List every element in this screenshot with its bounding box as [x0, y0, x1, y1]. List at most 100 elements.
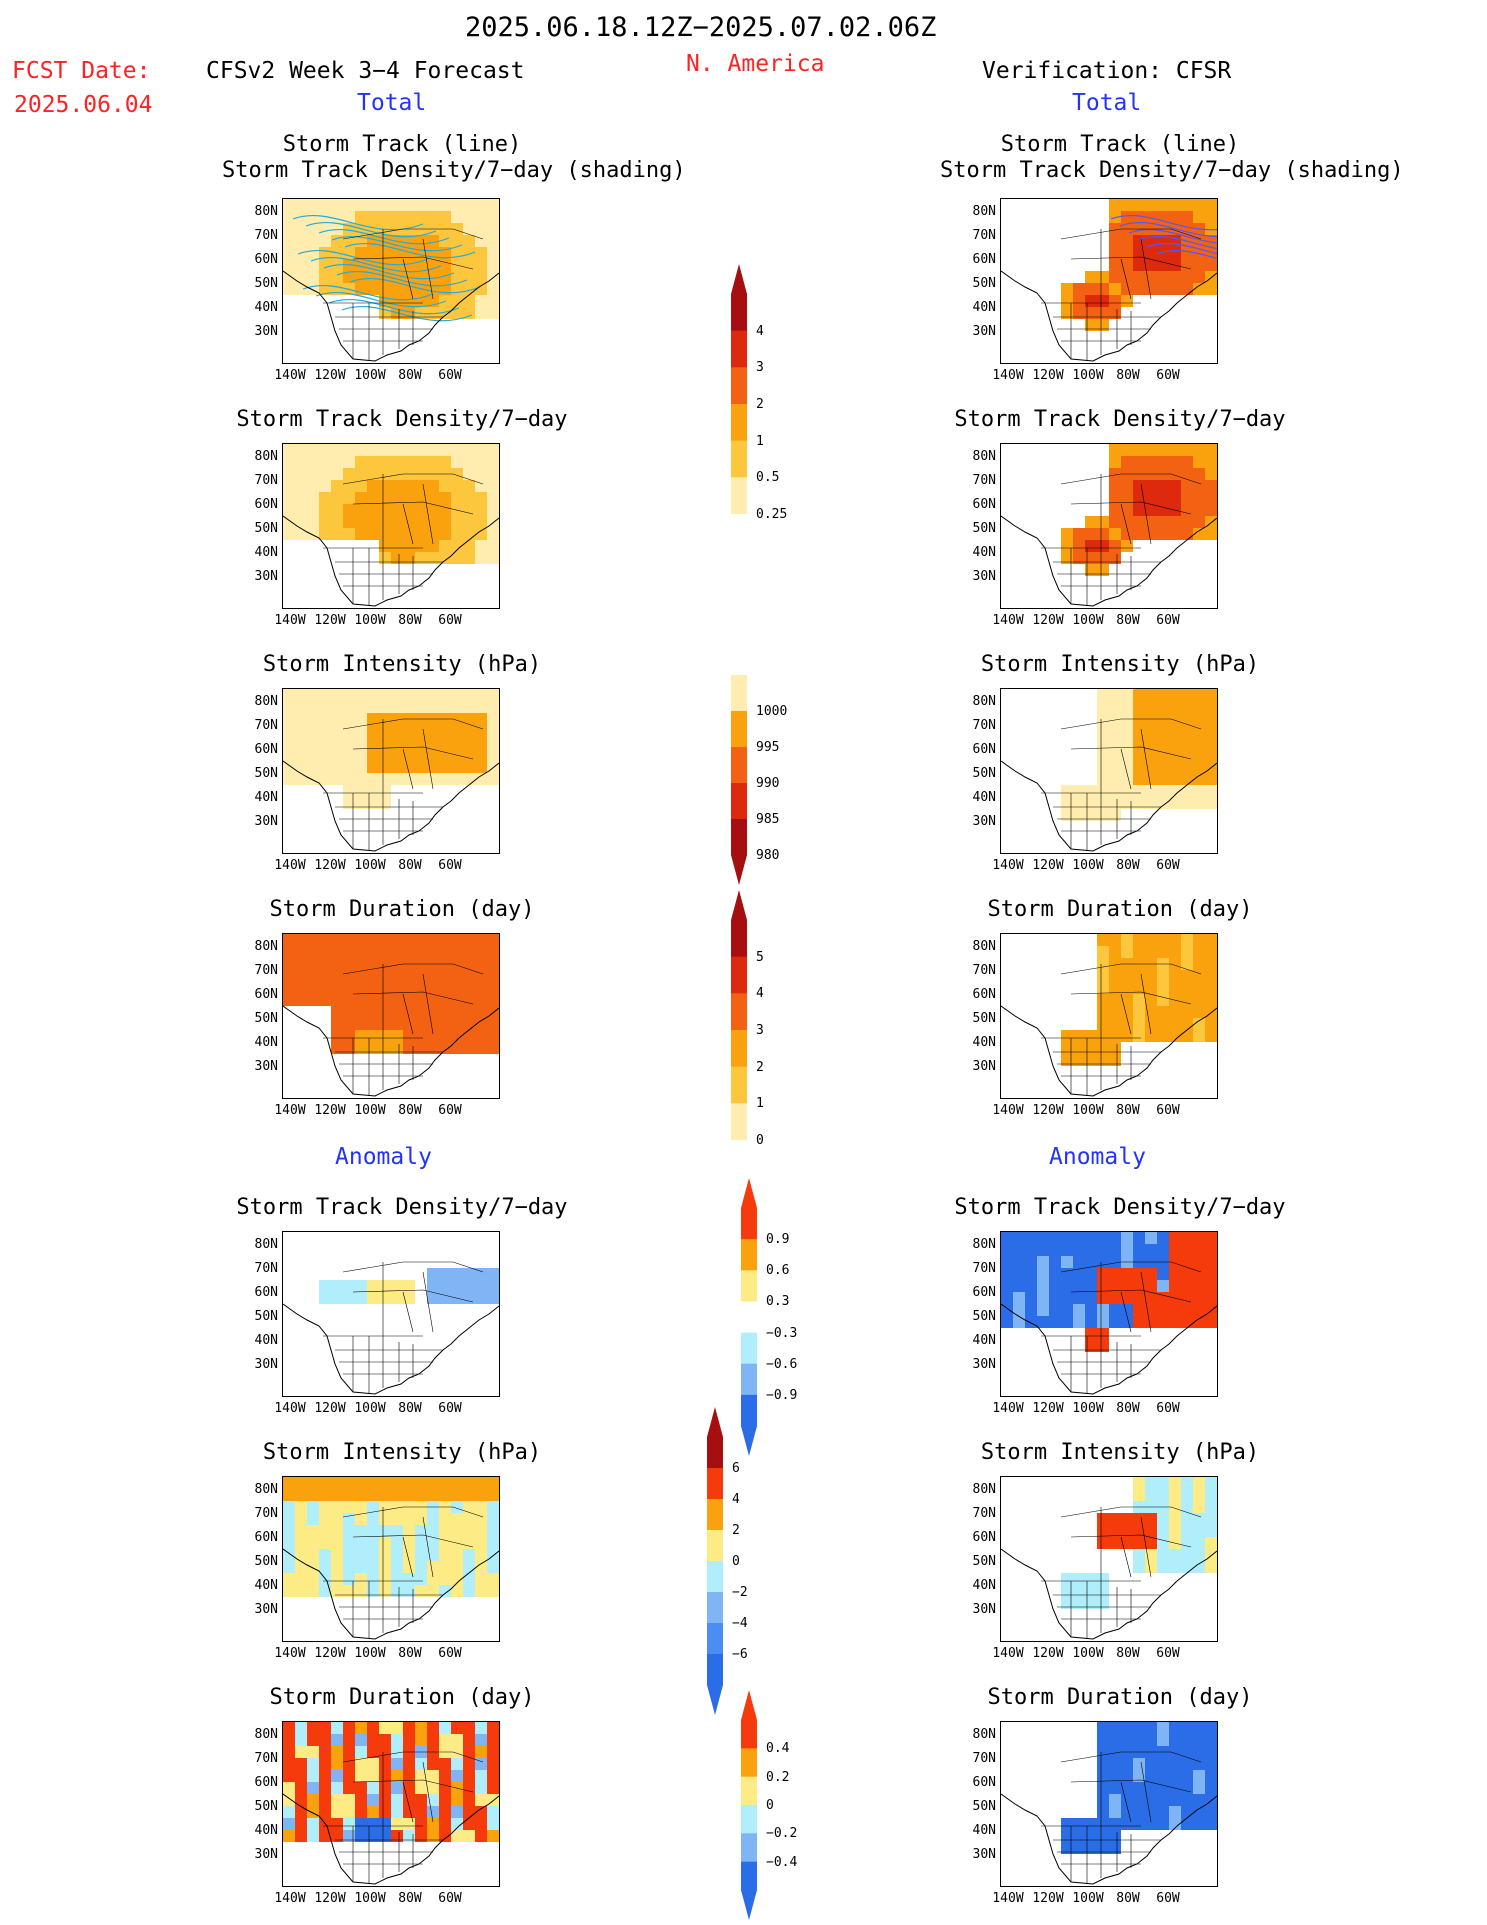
shading-cell [391, 1489, 403, 1501]
shading-cell [1109, 1782, 1121, 1794]
colorbar-segment [731, 1066, 747, 1104]
shading-cell [1085, 1244, 1097, 1256]
colorbar-top-arrow [731, 645, 747, 675]
shading-cell [439, 199, 451, 211]
shading-cell [1097, 1734, 1109, 1746]
shading-cell [463, 982, 475, 994]
colorbar-segment [731, 783, 747, 820]
shading-cell [1205, 1770, 1217, 1782]
shading-cell [379, 761, 391, 773]
lat-tick-label: 30N [254, 1357, 278, 1372]
shading-cell [1133, 1734, 1145, 1746]
lat-tick-label: 40N [972, 300, 996, 315]
shading-cell [1109, 259, 1121, 271]
shading-cell [451, 982, 463, 994]
shading-cell [1097, 1316, 1109, 1328]
shading-cell [283, 713, 295, 725]
shading-cell [439, 994, 451, 1006]
shading-cell [1097, 564, 1109, 576]
panel-title: Storm Duration (day) [987, 1685, 1253, 1710]
shading-cell [1061, 1030, 1073, 1042]
shading-cell [355, 1573, 367, 1585]
shading-cell [1085, 295, 1097, 307]
shading-cell [1145, 1770, 1157, 1782]
shading-cell [403, 199, 415, 211]
shading-cell [1193, 444, 1205, 456]
shading-cell [343, 1006, 355, 1018]
shading-cell [1205, 1501, 1217, 1513]
shading-cell [319, 1561, 331, 1573]
shading-cell [463, 713, 475, 725]
shading-cell [283, 1537, 295, 1549]
shading-cell [1061, 1842, 1073, 1854]
lon-tick-label: 60W [438, 368, 462, 383]
shading-cell [1205, 994, 1217, 1006]
shading-cell [1181, 516, 1193, 528]
shading-cell [475, 1794, 487, 1806]
lon-tick-label: 100W [354, 1646, 386, 1661]
lon-tick-label: 80W [1116, 1103, 1140, 1118]
shading-cell [1097, 689, 1109, 701]
shading-cell [1193, 1818, 1205, 1830]
shading-cell [475, 223, 487, 235]
shading-cell [487, 552, 499, 564]
shading-cell [1109, 1830, 1121, 1842]
shading-cell [343, 689, 355, 701]
lat-tick-label: 70N [972, 718, 996, 733]
shading-cell [415, 934, 427, 946]
shading-cell [403, 528, 415, 540]
colorbar-label: −0.9 [766, 1387, 798, 1403]
shading-cell [451, 713, 463, 725]
shading-cell [463, 1830, 475, 1842]
shading-cell [283, 1746, 295, 1758]
shading-cell [1085, 1268, 1097, 1280]
lon-tick-label: 60W [438, 1891, 462, 1906]
shading-cell [415, 1806, 427, 1818]
shading-cell [1121, 1525, 1133, 1537]
shading-cell [1181, 283, 1193, 295]
shading-cell [307, 1734, 319, 1746]
shading-cell [1181, 1268, 1193, 1280]
shading-cell [1109, 713, 1121, 725]
shading-cell [1205, 749, 1217, 761]
coastline [1001, 1303, 1217, 1395]
shading-cell [439, 1585, 451, 1597]
shading-cell [403, 1782, 415, 1794]
lat-tick-label: 40N [972, 1333, 996, 1348]
shading-cell [1073, 1256, 1085, 1268]
province-boundaries [1041, 1261, 1202, 1337]
shading-cell [1169, 1489, 1181, 1501]
shading-cell [1157, 1489, 1169, 1501]
shading-cell [487, 982, 499, 994]
shading-cell [319, 235, 331, 247]
shading-cell [1049, 1304, 1061, 1316]
shading-cell [1073, 1232, 1085, 1244]
shading-cell [283, 247, 295, 259]
shading-cell [415, 1537, 427, 1549]
shading-cell [403, 1561, 415, 1573]
shading-cell [1169, 1280, 1181, 1292]
shading-cell [427, 1782, 439, 1794]
shading-cell [487, 994, 499, 1006]
shading-cell [319, 1525, 331, 1537]
shading-cell [1145, 773, 1157, 785]
shading-cell [295, 235, 307, 247]
shading-cell [343, 1561, 355, 1573]
shading-cell [1169, 1006, 1181, 1018]
shading-cell [1169, 713, 1181, 725]
shading-cell [403, 773, 415, 785]
shading-cell [1133, 1232, 1145, 1244]
shading-cell [1097, 1722, 1109, 1734]
shading-cell [355, 713, 367, 725]
shading-cell [1121, 797, 1133, 809]
shading-cell [295, 1794, 307, 1806]
shading-cell [1145, 492, 1157, 504]
shading-cell [1073, 1316, 1085, 1328]
shading-cell [307, 504, 319, 516]
shading-cell [451, 1585, 463, 1597]
shading-cell [1133, 1030, 1145, 1042]
colorbar-label: 0 [756, 1133, 764, 1148]
shading-cell [475, 199, 487, 211]
shading-cell [319, 504, 331, 516]
shading-cell [403, 1794, 415, 1806]
